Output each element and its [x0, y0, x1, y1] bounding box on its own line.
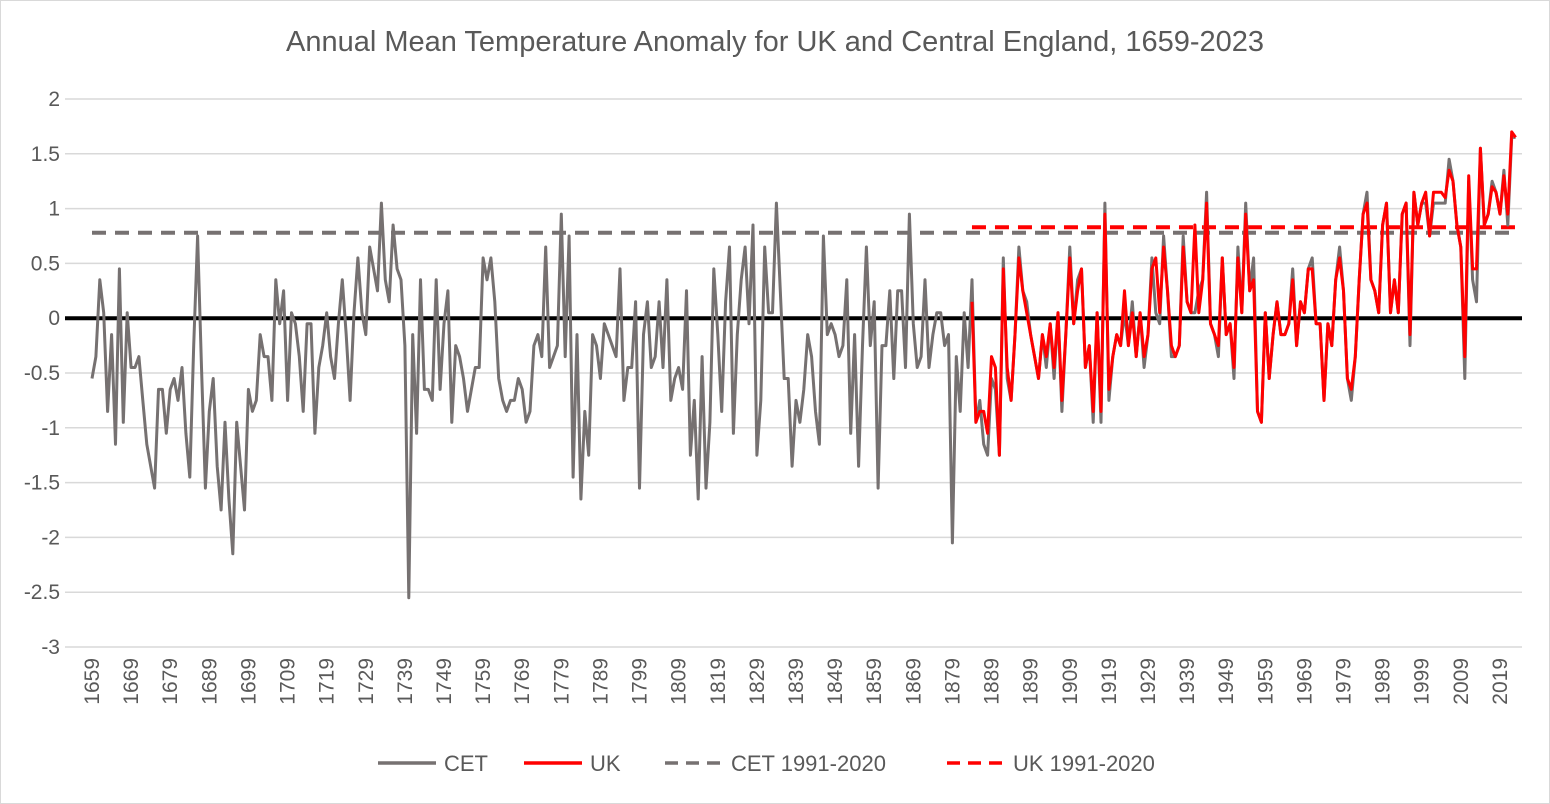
- x-tick-label: 1689: [198, 658, 221, 705]
- x-tick-label: 1729: [355, 658, 378, 705]
- x-axis-ticks: 1659 1669 1679 1689 1699 1709 1719 1729 1739 1749…: [81, 658, 1512, 705]
- legend-label: CET: [444, 751, 488, 776]
- x-tick-label: 2009: [1450, 658, 1473, 705]
- series-lines: [65, 130, 1522, 600]
- y-tick-label: -1: [41, 417, 60, 440]
- x-tick-label: 1699: [237, 658, 260, 705]
- x-tick-label: 1759: [472, 658, 495, 705]
- y-tick-label: -0.5: [24, 362, 60, 385]
- x-tick-label: 1809: [668, 658, 691, 705]
- x-tick-label: 1849: [824, 658, 847, 705]
- y-tick-label: -2: [41, 526, 60, 549]
- y-axis-ticks: 2 1.5 1 0.5 0 -0.5 -1 -1.5 -2 -2.5 -3: [24, 88, 60, 659]
- series-line-cet: [90, 135, 1516, 600]
- legend-label: CET 1991-2020: [731, 751, 886, 776]
- x-tick-label: 1969: [1293, 658, 1316, 705]
- x-tick-label: 1769: [511, 658, 534, 705]
- legend-item: CET: [378, 751, 488, 776]
- x-tick-label: 1959: [1254, 658, 1277, 705]
- x-tick-label: 1679: [159, 658, 182, 705]
- legend-label: UK 1991-2020: [1013, 751, 1155, 776]
- y-tick-label: 1.5: [31, 143, 60, 166]
- x-tick-label: 1979: [1333, 658, 1356, 705]
- x-tick-label: 1869: [902, 658, 925, 705]
- chart-title: Annual Mean Temperature Anomaly for UK a…: [285, 26, 1265, 58]
- y-tick-label: 1: [48, 198, 60, 221]
- legend-item: CET 1991-2020: [665, 751, 886, 776]
- x-tick-label: 1939: [1176, 658, 1199, 705]
- x-tick-label: 1799: [629, 658, 652, 705]
- x-tick-label: 1919: [1098, 658, 1121, 705]
- x-tick-label: 1719: [316, 658, 339, 705]
- x-tick-label: 1859: [863, 658, 886, 705]
- x-tick-label: 1669: [120, 658, 143, 705]
- x-tick-label: 1659: [81, 658, 104, 705]
- y-tick-label: 0.5: [31, 252, 60, 275]
- x-tick-label: 1739: [394, 658, 417, 705]
- series-line-uk: [970, 130, 1517, 457]
- x-tick-label: 1839: [785, 658, 808, 705]
- x-tick-label: 1779: [550, 658, 573, 705]
- x-tick-label: 1999: [1411, 658, 1434, 705]
- legend-item: UK: [524, 751, 621, 776]
- x-tick-label: 1749: [433, 658, 456, 705]
- x-tick-label: 1789: [589, 658, 612, 705]
- x-tick-label: 1899: [1020, 658, 1043, 705]
- x-tick-label: 1929: [1137, 658, 1160, 705]
- y-tick-label: 2: [48, 88, 60, 111]
- x-tick-label: 1989: [1372, 658, 1395, 705]
- y-tick-label: 0: [48, 307, 60, 330]
- legend: CET UK CET 1991-2020 UK 1991-2020: [378, 751, 1155, 776]
- x-tick-label: 1709: [277, 658, 300, 705]
- y-tick-label: -1.5: [24, 472, 60, 495]
- x-tick-label: 1879: [941, 658, 964, 705]
- x-tick-label: 2019: [1489, 658, 1512, 705]
- x-tick-label: 1949: [1215, 658, 1238, 705]
- x-tick-label: 1829: [746, 658, 769, 705]
- x-tick-label: 1909: [1059, 658, 1082, 705]
- y-tick-label: -2.5: [24, 581, 60, 604]
- legend-item: UK 1991-2020: [947, 751, 1155, 776]
- gridlines: [65, 98, 1522, 648]
- x-tick-label: 1889: [981, 658, 1004, 705]
- y-tick-label: -3: [41, 636, 60, 659]
- legend-label: UK: [590, 751, 621, 776]
- x-tick-label: 1819: [707, 658, 730, 705]
